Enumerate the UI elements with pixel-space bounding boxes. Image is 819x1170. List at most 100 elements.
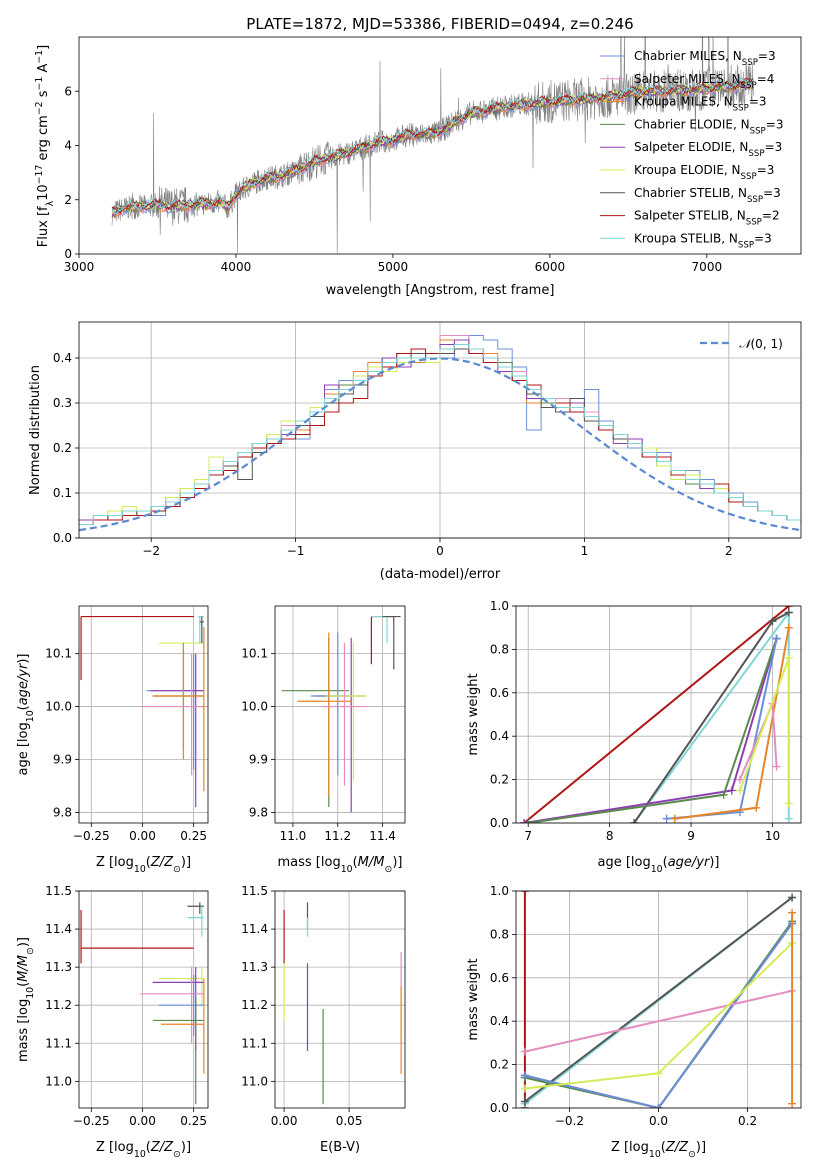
y-axis-label: mass [log10(M/M⊙)] — [16, 937, 36, 1062]
y-tick-label: 11.5 — [45, 884, 72, 898]
y-tick-label: 0.4 — [53, 351, 72, 365]
point-chabrier-stelib — [199, 616, 204, 644]
legend-entry: Salpeter ELODIE, NSSP=3 — [634, 140, 782, 159]
y-tick-label: 0.2 — [490, 773, 509, 787]
y-tick-label: 0.0 — [490, 816, 509, 830]
x-tick-label: 5000 — [378, 260, 409, 274]
point-kroupa-stelib — [187, 906, 204, 937]
y-tick-label: 11.3 — [241, 960, 268, 974]
series-marker — [735, 775, 744, 784]
x-tick-label: −2 — [142, 544, 160, 558]
series-marker — [772, 762, 781, 771]
legend-entry: Kroupa ELODIE, NSSP=3 — [634, 163, 774, 182]
y-tick-label: 2 — [64, 193, 72, 207]
series-marker — [520, 1047, 529, 1056]
point-salpeter-miles — [322, 643, 367, 786]
y-tick-label: 9.9 — [53, 752, 72, 766]
y-tick-label: 0.4 — [490, 729, 509, 743]
y-tick-label: 11.5 — [241, 884, 268, 898]
legend-entry: Chabrier MILES, NSSP=3 — [634, 49, 776, 68]
point-salpeter-stelib — [80, 910, 194, 964]
y-tick-label: 0.6 — [490, 686, 509, 700]
y-tick-label: 0.2 — [53, 441, 72, 455]
y-tick-label: 1.0 — [490, 884, 509, 898]
point-kroupa-miles — [152, 643, 204, 760]
spectrum-legend: Chabrier MILES, NSSP=3 Salpeter MILES, NS… — [600, 49, 783, 250]
series-line — [524, 922, 793, 1108]
x-tick-label: 0 — [436, 544, 444, 558]
series-marker — [788, 908, 797, 917]
y-axis-label: mass weight — [466, 673, 481, 755]
series-chabrier-stelib — [520, 893, 797, 1106]
panel-age-mass: 11.0 11.2 11.4 9.8 9.9 10.0 10.1 mass [log10(M/… — [241, 605, 406, 875]
x-axis-label: (data-model)/error — [380, 567, 501, 582]
plot-area-spectrum — [111, 37, 755, 254]
legend-entry: Kroupa MILES, NSSP=3 — [634, 95, 767, 114]
x-tick-label: 10 — [765, 829, 780, 843]
series-marker — [784, 654, 793, 663]
x-tick-label: 11.4 — [369, 829, 396, 843]
x-axis-label: Z [log10(Z/Z⊙)] — [96, 1140, 191, 1160]
plot-area-mw-age — [520, 606, 793, 823]
x-tick-label: 0.05 — [336, 1114, 363, 1128]
series-marker — [520, 1084, 529, 1093]
point-kroupa-elodie — [326, 643, 367, 781]
y-tick-label: 0 — [64, 247, 72, 261]
legend-entry: Chabrier STELIB, NSSP=3 — [634, 186, 781, 205]
x-tick-label: −0.25 — [73, 1114, 110, 1128]
plot-area-mw-Z — [520, 891, 797, 1108]
x-tick-label: 0.00 — [129, 829, 156, 843]
point-kroupa-stelib — [197, 615, 204, 644]
x-tick-label: −0.25 — [73, 829, 110, 843]
point-kroupa-elodie — [158, 967, 204, 1006]
histogram-kroupa-stelib — [79, 344, 801, 530]
x-axis-label: Z [log10(Z/Z⊙)] — [611, 1140, 706, 1160]
plot-area-mass-Z — [80, 902, 205, 1105]
x-tick-label: 9 — [687, 829, 695, 843]
y-tick-label: 0.2 — [490, 1058, 509, 1072]
point-kroupa-elodie — [158, 637, 205, 665]
x-axis-label: wavelength [Angstrom, rest frame] — [326, 283, 555, 298]
y-tick-label: 11.3 — [45, 960, 72, 974]
x-tick-label: 0.2 — [738, 1114, 757, 1128]
y-tick-label: 1.0 — [490, 599, 509, 613]
axes-frame — [78, 890, 209, 1109]
series-marker — [654, 1104, 663, 1108]
x-tick-label: 0.00 — [129, 1114, 156, 1128]
x-tick-label: 0.00 — [271, 1114, 298, 1128]
y-tick-label: 9.8 — [249, 805, 268, 819]
x-tick-label: 2 — [725, 544, 733, 558]
panel-mass-ebv: 0.00 0.05 11.0 11.1 11.2 11.3 11.4 11.5 E(B-V) — [241, 884, 406, 1155]
y-tick-label: 10.0 — [241, 700, 268, 714]
series-kroupa-elodie — [735, 654, 793, 808]
x-axis-label: mass [log10(M/M⊙)] — [278, 855, 403, 875]
point-kroupa-miles — [160, 978, 205, 1074]
point-salpeter-miles — [140, 653, 204, 776]
series-marker — [654, 1069, 663, 1078]
panel-mass-Z: −0.25 0.00 0.25 11.0 11.1 11.2 11.3 11.4 11.5 Z [… — [16, 884, 209, 1160]
series-marker — [670, 814, 679, 823]
y-tick-label: 0.0 — [490, 1101, 509, 1115]
y-tick-label: 0.8 — [490, 642, 509, 656]
plot-area-residuals — [79, 335, 801, 532]
series-marker — [784, 814, 793, 823]
panel-spectrum: 3000 4000 5000 6000 7000 0 2 4 6 Chabrier MILES, … — [34, 36, 802, 298]
x-axis-label: Z [log10(Z/Z⊙)] — [96, 855, 191, 875]
y-tick-label: 10.1 — [45, 647, 72, 661]
panel-mw-age: 7 8 9 10 0.0 0.2 0.4 0.6 0.8 1.0 age [log10(age/yr… — [466, 599, 802, 875]
legend-entry: Salpeter STELIB, NSSP=2 — [634, 209, 780, 228]
model-line-chabrier-stelib — [111, 77, 754, 212]
series-marker — [662, 814, 671, 823]
series-marker — [735, 786, 744, 795]
point-chabrier-stelib — [187, 902, 204, 914]
point-chabrier-miles — [158, 974, 204, 1036]
figure-title: PLATE=1872, MJD=53386, FIBERID=0494, z=0… — [246, 15, 633, 33]
model-line-salpeter-stelib — [111, 77, 754, 215]
point-chabrier-elodie — [281, 637, 349, 808]
legend-entry: Salpeter MILES, NSSP=4 — [634, 72, 774, 91]
series-marker — [520, 819, 529, 823]
legend-entry: Kroupa STELIB, NSSP=3 — [634, 231, 772, 250]
axes-frame — [274, 890, 406, 1109]
series-marker — [727, 786, 736, 795]
point-kroupa-miles — [297, 632, 352, 797]
